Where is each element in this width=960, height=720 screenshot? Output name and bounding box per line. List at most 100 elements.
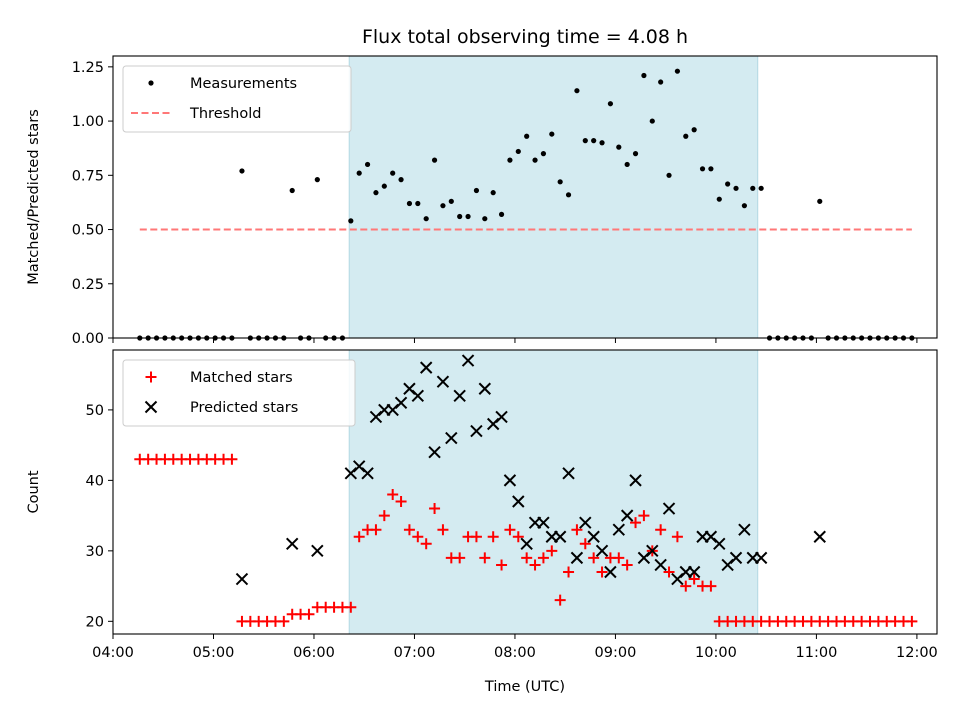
x-tick-label: 08:00 — [494, 645, 536, 661]
matched-star-point — [621, 559, 633, 571]
measurement-point — [649, 118, 655, 124]
matched-star-point — [504, 524, 516, 536]
legend-box — [122, 359, 356, 427]
x-tick-label: 04:00 — [92, 645, 134, 661]
y-tick-label: 40 — [86, 473, 104, 489]
predicted-star-point — [495, 410, 508, 424]
matched-star-point — [579, 538, 591, 550]
y-tick-label: 0.50 — [72, 223, 104, 239]
predicted-star-point — [570, 551, 584, 565]
y-axis-label: Count — [26, 470, 42, 513]
panel-1: 0.00 0.25 0.50 0.75 1.00 1.25 Flux total obser… — [26, 26, 938, 347]
y-tick-label: 20 — [86, 614, 104, 630]
matched-star-point — [470, 531, 482, 543]
legend-label: Measurements — [190, 76, 297, 92]
measurement-point — [565, 192, 572, 198]
measurement-point — [364, 161, 371, 168]
predicted-star-point — [478, 382, 492, 395]
measurement-point — [473, 187, 480, 194]
legend: Matched stars Predicted stars — [122, 359, 356, 427]
measurement-point — [390, 170, 396, 176]
matched-star-point — [278, 615, 290, 627]
legend-marker-x — [144, 400, 158, 414]
predicted-star-point — [394, 396, 408, 410]
measurement-point — [515, 148, 521, 155]
predicted-star-point — [620, 509, 634, 522]
predicted-star-point — [604, 565, 617, 579]
measurement-point — [582, 138, 588, 144]
matched-star-point — [395, 496, 407, 508]
matched-star-point — [487, 531, 499, 543]
matched-star-point — [638, 510, 650, 522]
predicted-star-point — [553, 530, 567, 543]
y-tick-label: 0.00 — [72, 331, 104, 347]
y-tick-label: 0.25 — [72, 277, 104, 293]
measurement-point — [607, 101, 614, 107]
measurement-point — [540, 151, 547, 157]
x-tick-label: 12:00 — [896, 645, 938, 661]
legend-label: Predicted stars — [190, 400, 298, 416]
predicted-star-point — [453, 389, 466, 403]
matched-star-point — [521, 552, 533, 564]
y-axis-label: Matched/Predicted stars — [26, 109, 42, 285]
matched-star-point — [546, 545, 558, 557]
measurement-point — [683, 133, 689, 139]
measurement-point — [532, 157, 538, 163]
matched-star-point — [630, 517, 642, 529]
measurement-point — [498, 211, 505, 217]
x-tick-label: 06:00 — [293, 645, 335, 661]
measurement-point — [348, 218, 354, 224]
predicted-star-point — [411, 389, 425, 403]
axes-frame — [112, 55, 938, 339]
measurement-point — [641, 72, 647, 79]
measurement-point — [423, 216, 429, 222]
matched-star-point — [496, 559, 508, 571]
predicted-star-point — [361, 467, 374, 480]
measurement-point — [406, 200, 413, 207]
measurement-point — [482, 216, 488, 222]
matched-star-point — [226, 453, 238, 465]
measurement-point — [524, 133, 530, 139]
matched-star-point — [412, 531, 424, 543]
matched-star-point — [906, 615, 918, 627]
matched-star-point — [663, 566, 675, 578]
predicted-star-point — [579, 516, 592, 529]
predicted-star-point — [419, 361, 433, 374]
legend-box — [122, 65, 352, 133]
matched-star-point — [554, 594, 566, 606]
panel-2: 20 30 40 50 04:00 05:00 06:00 07:00 08:00 09:00 10… — [26, 349, 938, 695]
y-tick-label: 30 — [86, 544, 104, 560]
predicted-star-point — [595, 544, 609, 558]
measurement-point — [658, 79, 664, 85]
matched-star-point — [454, 552, 466, 564]
chart-title: Flux total observing time = 4.08 h — [362, 26, 688, 48]
matched-star-point — [353, 531, 365, 543]
matched-star-point — [537, 552, 549, 564]
matched-star-point — [596, 566, 608, 578]
observing-window-shade — [348, 349, 759, 635]
predicted-star-point — [235, 572, 249, 586]
y-tick-label: 1.25 — [72, 60, 104, 76]
matched-star-point — [387, 488, 399, 500]
predicted-star-point — [754, 551, 768, 565]
measurement-point — [381, 183, 387, 189]
predicted-star-point — [436, 375, 450, 388]
measurement-point — [616, 144, 622, 150]
predicted-star-point — [512, 495, 525, 508]
measurement-point — [507, 157, 513, 163]
predicted-star-point — [729, 551, 743, 565]
measurement-point — [431, 157, 438, 163]
x-tick-label: 05:00 — [193, 645, 235, 661]
predicted-star-point — [654, 558, 667, 572]
y-tick-label: 50 — [86, 403, 104, 419]
predicted-star-point — [813, 530, 826, 543]
measurement-point — [708, 166, 714, 172]
matched-star-point — [671, 531, 683, 543]
matched-star-point — [437, 524, 449, 536]
series-matched-stars — [134, 453, 918, 627]
measurement-point — [398, 177, 404, 183]
matched-star-point — [479, 552, 491, 564]
matched-star-point — [588, 552, 600, 564]
measurement-point — [591, 138, 597, 144]
